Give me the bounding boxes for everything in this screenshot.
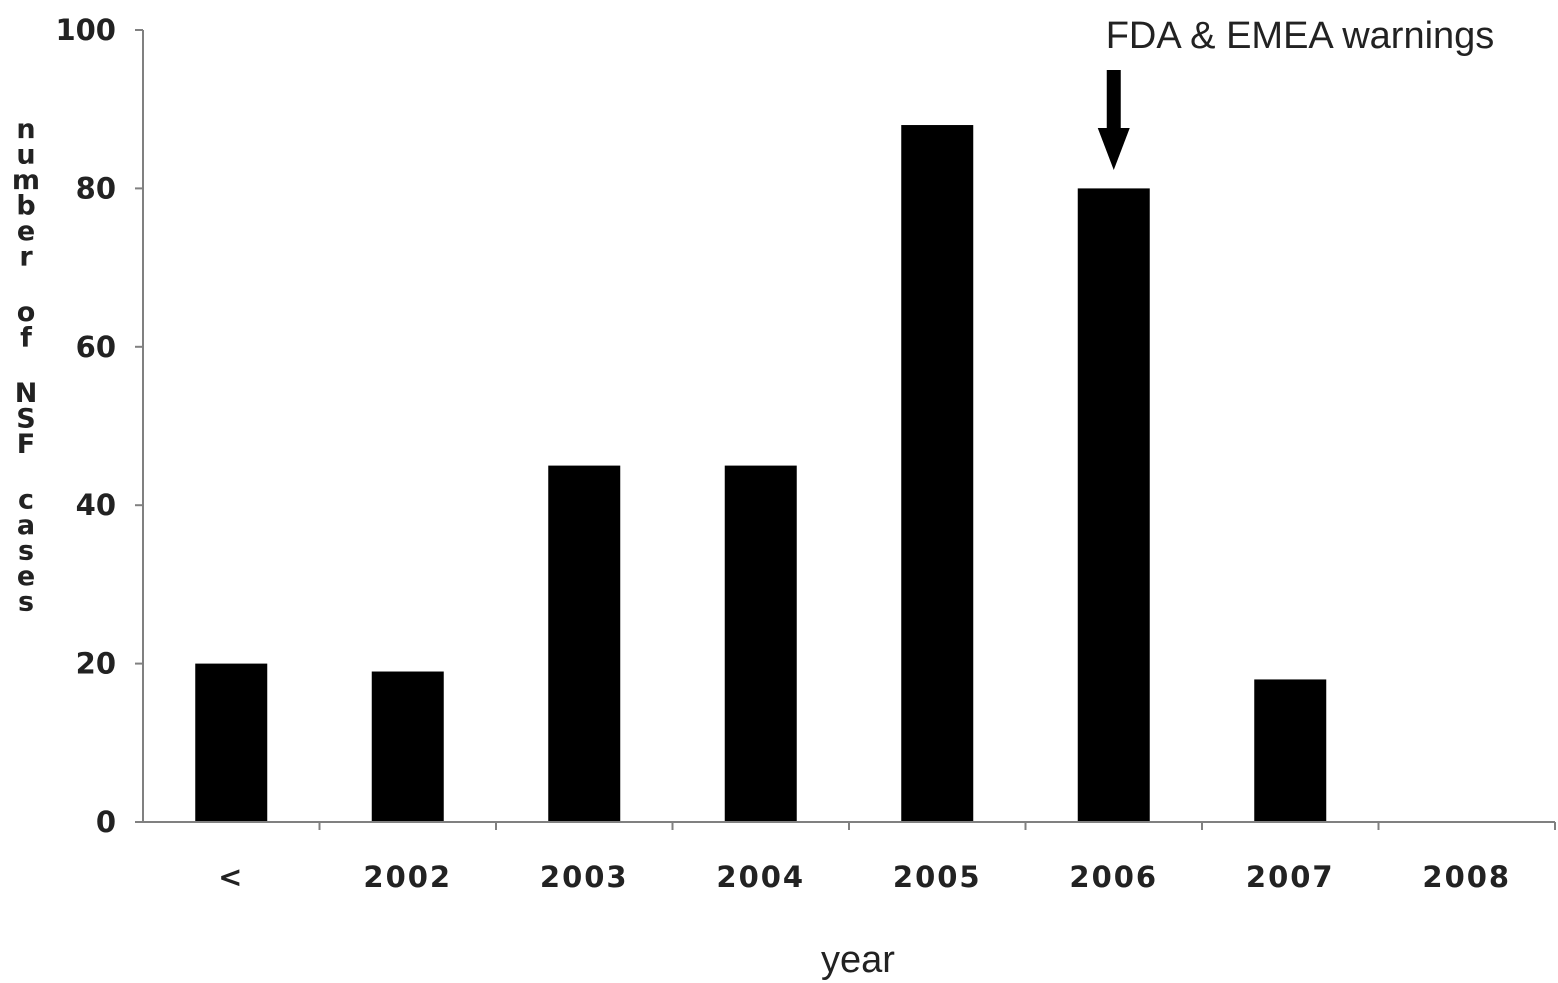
x-tick-label: 2002 [363,860,452,894]
bar-2006 [1077,188,1150,822]
x-tick-label: 2003 [540,860,629,894]
x-tick-label: 2004 [716,860,805,894]
y-axis-label-letter: N [15,378,38,409]
x-tick-label: 2007 [1246,860,1335,894]
bar-2002 [371,671,444,822]
y-axis-label-letter: S [16,404,35,435]
y-tick-labels: 0 20 40 60 80 100 [55,13,116,839]
x-tick-label: 2008 [1422,860,1511,894]
y-axis-label-letter: r [19,242,33,273]
annotation-text: FDA & EMEA warnings [1106,15,1495,57]
x-axis-label: year [821,939,895,981]
x-tick-label: 2005 [893,860,982,894]
x-axis-ticks [318,822,1556,830]
y-axis-label-letter: c [18,485,34,516]
bar-2004 [724,465,797,822]
down-arrow-icon [1097,70,1130,170]
x-tick-labels: <2002 2003 2004 2005 2006 2007 2008 [218,860,1511,894]
y-axis-label-letter: e [17,561,35,592]
bar-2007 [1254,679,1327,822]
y-axis-label-letter: a [17,510,35,541]
y-axis-label-letter: F [17,429,35,460]
y-axis-label-letter: f [20,323,32,354]
y-tick-label: 20 [76,647,116,681]
x-tick-label: 2006 [1069,860,1158,894]
arrow-head [1097,128,1130,170]
bars [195,125,1327,823]
bar-2003 [548,465,621,822]
arrow-shaft [1106,70,1121,130]
y-axis-label-letter: n [16,114,35,145]
y-axis-label-letter: m [12,165,40,196]
y-axis-ticks [135,29,143,823]
bar-< [195,663,268,822]
y-tick-label: 80 [76,171,116,205]
bar-2005 [901,125,974,823]
x-tick-label: < [218,860,244,894]
y-tick-label: 0 [96,805,116,839]
warning-annotation: FDA & EMEA warnings [1097,15,1495,170]
y-axis-label-letter: s [18,536,34,567]
y-axis-label-letter: e [17,216,35,247]
y-tick-label: 60 [76,330,116,364]
y-tick-label: 40 [76,488,116,522]
y-axis-label-letter: u [16,140,35,171]
y-axis-label-letter: o [17,297,36,328]
y-tick-label: 100 [55,13,116,47]
y-axis-label-letter: s [18,587,34,618]
y-axis-label-letter: b [16,191,35,222]
